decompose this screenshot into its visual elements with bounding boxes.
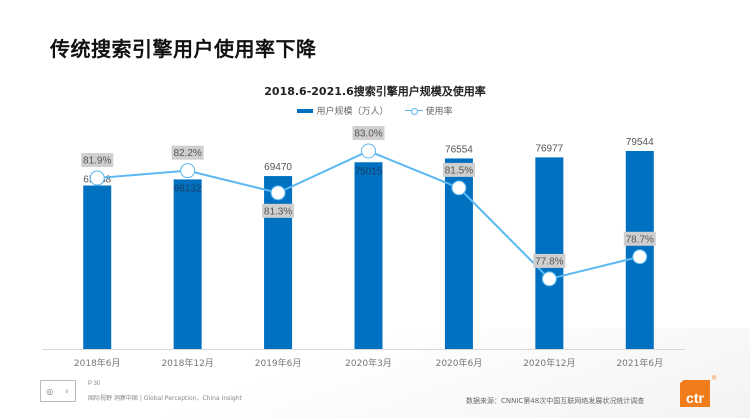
x-tick-label: 2019年6月 [255, 357, 302, 369]
registered-mark: ® [712, 376, 717, 382]
line-point [632, 249, 648, 265]
legend-bar-swatch [297, 108, 314, 113]
line-value-label-box [442, 162, 475, 177]
bar-value-label: 75015 [355, 166, 383, 177]
line-value-label: 82.2% [173, 148, 201, 159]
x-tick-label: 2020年12月 [523, 357, 575, 369]
line-point [180, 163, 196, 179]
line-point [361, 143, 376, 159]
page-title: 传统搜索引擎用户使用率下降 [50, 37, 317, 61]
legend-item-users: 用户规模（万人） [297, 104, 389, 117]
footer-slogan: 国际视野 洞察中国 | Global Perception，China Insi… [88, 395, 242, 402]
line-value-label: 81.9% [83, 156, 111, 167]
certification-logo: ◎ ♀ [40, 380, 76, 402]
line-data-labels: 81.9% 82.2% 81.3% 83.0% 81.5% 77.8% 78.7% [81, 126, 656, 268]
legend-label-users: 用户规模（万人） [316, 107, 389, 117]
line-value-label: 83.0% [354, 129, 382, 140]
line-point [270, 185, 286, 201]
bar [535, 157, 564, 349]
bar-value-label: 69470 [264, 162, 292, 173]
line-value-label-box [171, 145, 204, 160]
x-tick-label: 2018年12月 [161, 357, 213, 369]
x-tick-label: 2018年6月 [74, 357, 121, 369]
legend-label-rate: 使用率 [425, 107, 453, 117]
bar [173, 179, 202, 349]
bar-value-label: 68132 [174, 183, 202, 194]
line-value-label: 78.7% [626, 234, 654, 245]
line-value-label-box [533, 253, 566, 268]
ctr-logo: ctr [680, 380, 710, 407]
bar-series [83, 151, 654, 349]
chart-title: 2018.6-2021.6搜索引擎用户规模及使用率 [264, 85, 486, 98]
page-number: P 30 [88, 381, 101, 387]
line-point [89, 170, 105, 186]
x-tick-label: 2020年3月 [345, 357, 392, 369]
bar [264, 176, 293, 349]
bar [83, 185, 112, 349]
line-value-label: 77.8% [535, 256, 563, 267]
x-tick-label: 2020年6月 [436, 357, 483, 369]
bar-value-label: 79544 [626, 137, 654, 148]
data-source: 数据来源：CNNIC第48次中国互联网络发展状况统计调查 [466, 397, 645, 405]
cert-mark-icon: ♀ [63, 386, 70, 396]
cert-badge-icon: ◎ [46, 386, 54, 396]
line-series [89, 143, 648, 287]
legend-line-swatch [404, 107, 423, 115]
x-axis-tick-labels: 2018年6月 2018年12月 2019年6月 2020年3月 2020年6月 2020… [74, 357, 663, 369]
chart-legend: 用户规模（万人） 使用率 [0, 104, 750, 117]
x-tick-label: 2021年6月 [616, 357, 663, 369]
line-point [541, 271, 557, 287]
line-point [451, 180, 467, 196]
legend-item-rate: 使用率 [404, 104, 453, 117]
line-value-label-box [352, 126, 385, 140]
line-value-label-box [262, 203, 295, 218]
line-value-label-box [81, 153, 114, 168]
bar [354, 162, 383, 349]
line-value-label: 81.5% [445, 165, 473, 176]
bar-value-label: 76977 [535, 143, 563, 154]
bar-value-label: 76554 [445, 144, 473, 155]
line-value-label: 81.3% [264, 206, 292, 217]
line-value-label-box [623, 231, 656, 246]
